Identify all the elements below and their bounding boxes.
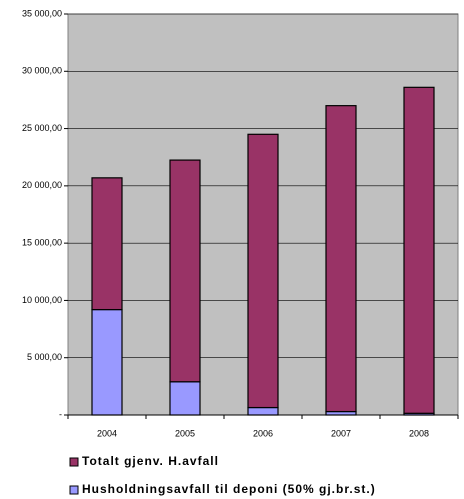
bar-segment (169, 159, 201, 383)
bar-segment (169, 381, 201, 416)
legend-label: Totalt gjenv. H.avfall (82, 454, 219, 468)
legend-label: Husholdningsavfall til deponi (50% gj.br… (82, 482, 376, 496)
x-tick-label: 2008 (409, 428, 429, 438)
y-tick-label: 20 000,00 (22, 180, 62, 190)
x-tick-label: 2004 (97, 428, 117, 438)
bar-segment (247, 406, 279, 416)
y-tick-label: 5 000,00 (27, 352, 62, 362)
x-tick-label: 2006 (253, 428, 273, 438)
y-tick-label: 30 000,00 (22, 66, 62, 76)
legend-swatch (69, 485, 79, 495)
y-tick-label: 15 000,00 (22, 238, 62, 248)
x-tick-label: 2007 (331, 428, 351, 438)
y-tick-label: 25 000,00 (22, 123, 62, 133)
bar-segment (91, 308, 123, 416)
legend-swatch (69, 457, 79, 467)
bar-segment (91, 177, 123, 311)
bar-segment (325, 105, 357, 413)
y-tick-label: 35 000,00 (22, 8, 62, 18)
bar-segment (247, 133, 279, 409)
y-tick-label: 10 000,00 (22, 295, 62, 305)
y-tick-label: - (59, 409, 62, 419)
x-tick-label: 2005 (175, 428, 195, 438)
bar-segment (403, 86, 435, 414)
